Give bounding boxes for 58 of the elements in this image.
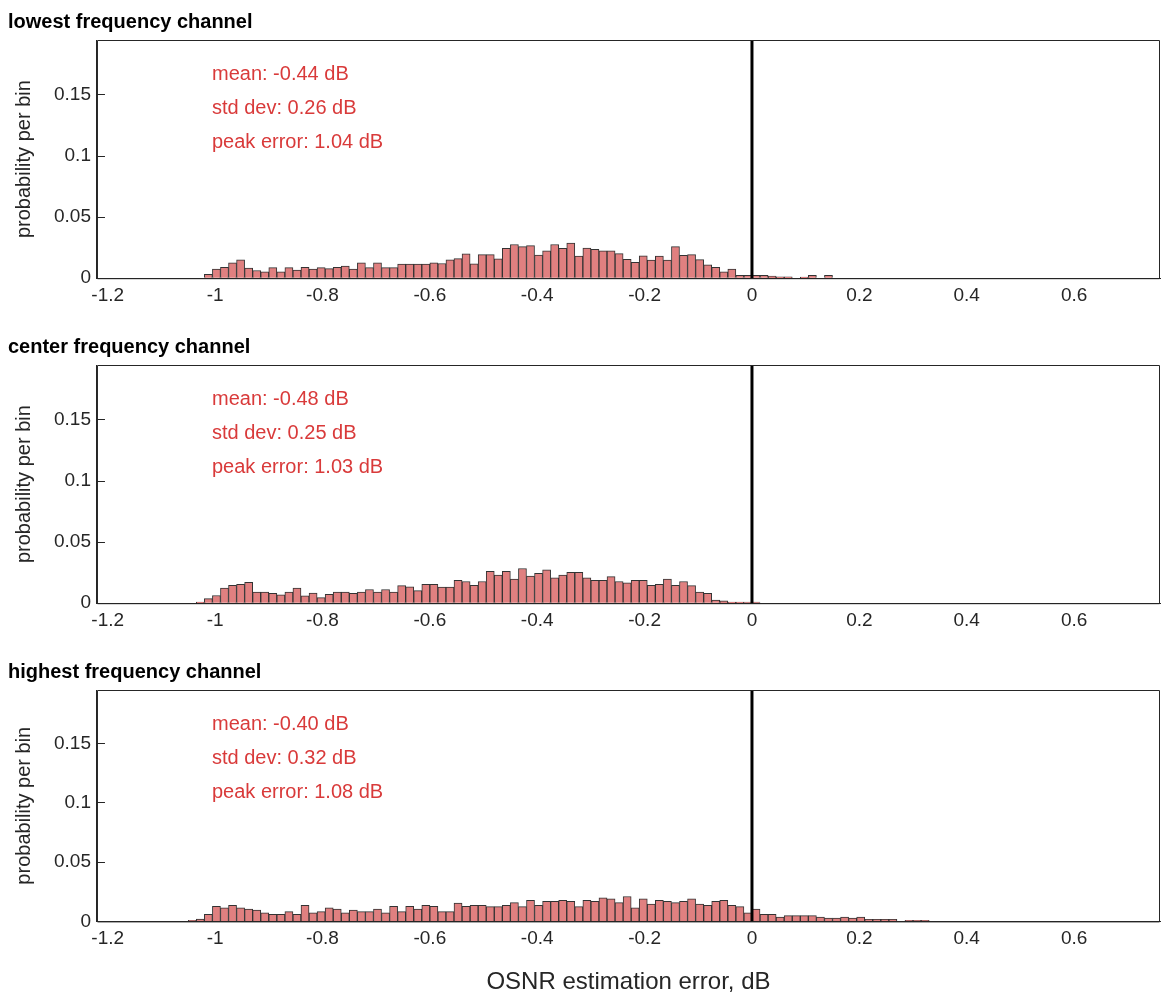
x-tick-label: -1.2	[91, 283, 125, 305]
x-tick-label: -0.4	[520, 608, 555, 630]
x-tick-label: 0.4	[953, 927, 981, 949]
y-tick-label: 0.15	[54, 408, 91, 430]
x-tick-label: 0.4	[953, 283, 981, 305]
x-tick-label: 0	[746, 283, 758, 305]
annotation: peak error: 1.08 dB	[211, 779, 384, 802]
y-tick-label: 0.1	[64, 790, 91, 812]
x-tick-label: -1	[206, 283, 224, 305]
annotation: std dev: 0.32 dB	[211, 745, 357, 768]
x-tick-label: -0.8	[306, 608, 339, 630]
y-tick-label: 0.15	[54, 731, 91, 753]
x-tick-label: 0	[746, 927, 758, 949]
x-tick-label: -1	[206, 927, 224, 949]
x-tick-label: -1.2	[91, 927, 125, 949]
y-tick-label: 0.15	[54, 83, 91, 105]
x-tick-label: -0.6	[413, 608, 447, 630]
x-tick-label: -0.2	[628, 927, 661, 949]
x-tick-label: -0.4	[520, 927, 555, 949]
y-tick-label: 0.05	[54, 530, 91, 552]
y-tick-label: 0	[80, 591, 91, 613]
x-axis-title: OSNR estimation error, dB	[486, 967, 771, 995]
y-axis-title: probability per bin	[11, 80, 34, 239]
x-tick-label: -1.2	[91, 608, 125, 630]
y-tick-label: 0.05	[54, 850, 91, 872]
x-tick-label: -0.6	[413, 927, 447, 949]
x-tick-label: -0.2	[628, 608, 661, 630]
x-tick-label: 0.2	[846, 927, 873, 949]
x-tick-label: -0.8	[306, 283, 339, 305]
chart-title: center frequency channel	[8, 334, 251, 357]
x-tick-label: -0.8	[306, 927, 339, 949]
x-tick-label: -0.4	[520, 283, 555, 305]
y-tick-label: 0	[80, 909, 91, 931]
annotation: std dev: 0.25 dB	[211, 420, 357, 443]
chart-title: lowest frequency channel	[8, 9, 253, 32]
x-tick-label: 0.2	[846, 608, 873, 630]
y-tick-label: 0.05	[54, 205, 91, 227]
annotation: peak error: 1.03 dB	[211, 454, 384, 477]
x-tick-label: -1	[206, 608, 224, 630]
annotation: peak error: 1.04 dB	[211, 129, 384, 152]
y-tick-label: 0.1	[64, 469, 91, 491]
x-tick-label: 0.2	[846, 283, 873, 305]
y-tick-label: 0.1	[64, 144, 91, 166]
x-tick-label: 0.6	[1060, 283, 1088, 305]
x-tick-label: 0.6	[1060, 927, 1088, 949]
annotation: mean: -0.40 dB	[211, 711, 349, 734]
x-tick-label: -0.2	[628, 283, 661, 305]
chart-title: highest frequency channel	[8, 659, 262, 682]
x-tick-label: -0.6	[413, 283, 447, 305]
y-axis-title: probability per bin	[11, 726, 34, 885]
x-tick-label: 0	[746, 608, 758, 630]
x-tick-label: 0.4	[953, 608, 981, 630]
annotation: mean: -0.44 dB	[211, 61, 349, 84]
annotation: mean: -0.48 dB	[211, 386, 349, 409]
x-tick-label: 0.6	[1060, 608, 1088, 630]
y-tick-label: 0	[80, 266, 91, 288]
annotation: std dev: 0.26 dB	[211, 95, 357, 118]
y-axis-title: probability per bin	[11, 405, 34, 564]
